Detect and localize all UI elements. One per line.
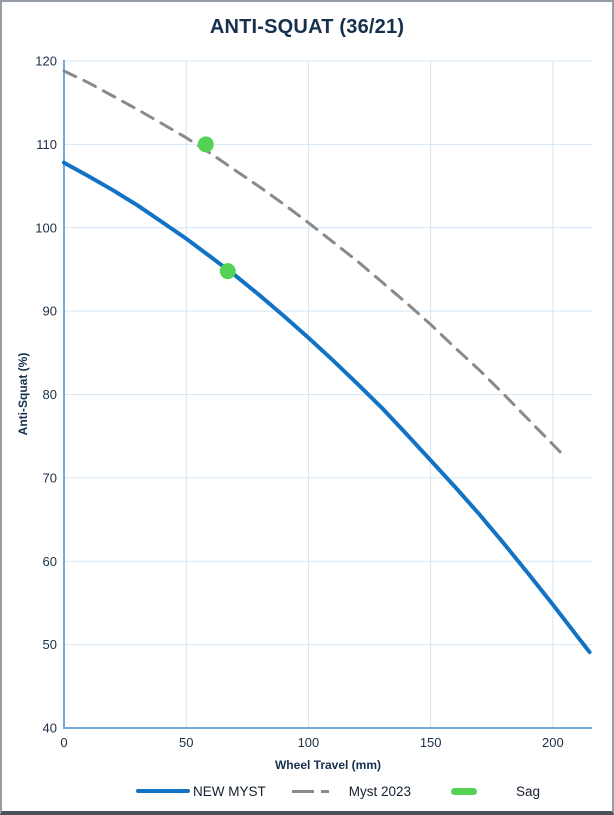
y-tick-label: 50 xyxy=(43,637,57,652)
legend-label: NEW MYST xyxy=(192,783,266,799)
sag-marker xyxy=(197,136,214,153)
curve-new-myst xyxy=(62,160,592,655)
x-tick-label: 100 xyxy=(298,735,320,750)
y-tick-label: 40 xyxy=(43,721,57,736)
dashed-line-swatch-icon xyxy=(291,786,346,796)
x-tick-label: 0 xyxy=(60,735,67,750)
curve-myst-2023 xyxy=(62,69,565,456)
sag-marker xyxy=(219,263,236,280)
y-tick-label: 60 xyxy=(43,554,57,569)
legend-label: Myst 2023 xyxy=(348,783,411,799)
solid-line-swatch-icon xyxy=(135,786,190,796)
y-tick-label: 100 xyxy=(35,220,57,235)
y-tick-label: 90 xyxy=(43,304,57,319)
legend-item-sag: Sag xyxy=(437,784,540,799)
legend-item-myst-2023: Myst 2023 xyxy=(291,783,411,799)
y-tick-label: 70 xyxy=(43,470,57,485)
legend-item-new-myst: NEW MYST xyxy=(135,783,266,799)
legend: NEW MYST Myst 2023 Sag xyxy=(64,779,612,803)
y-tick-label: 120 xyxy=(35,54,57,69)
legend-label: Sag xyxy=(516,783,541,799)
y-axis-title: Anti-Squat (%) xyxy=(16,352,30,436)
y-tick-label: 80 xyxy=(43,387,57,402)
chart-title: ANTI-SQUAT (36/21) xyxy=(209,16,405,38)
x-tick-label: 50 xyxy=(179,735,193,750)
x-tick-label: 150 xyxy=(420,735,442,750)
x-tick-label: 200 xyxy=(542,735,564,750)
sag-dot-swatch-icon xyxy=(437,786,491,796)
x-axis-title: Wheel Travel (mm) xyxy=(274,758,382,772)
y-tick-label: 110 xyxy=(36,137,57,152)
